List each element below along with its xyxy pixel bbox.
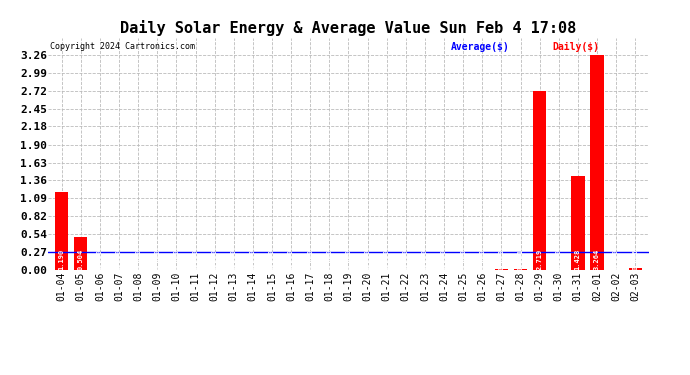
Text: 0.021: 0.021: [518, 248, 524, 270]
Bar: [590, 55, 604, 270]
Text: 0.000: 0.000: [288, 248, 294, 270]
Bar: [495, 269, 508, 270]
Text: 0.000: 0.000: [155, 248, 160, 270]
Text: 0.000: 0.000: [460, 248, 466, 270]
Title: Daily Solar Energy & Average Value Sun Feb 4 17:08: Daily Solar Energy & Average Value Sun F…: [120, 20, 577, 36]
Text: Daily($): Daily($): [553, 42, 600, 52]
Text: Average($): Average($): [451, 42, 509, 52]
Text: 2.719: 2.719: [537, 248, 542, 270]
Bar: [74, 237, 88, 270]
Text: 0.036: 0.036: [632, 248, 638, 270]
Text: 1.428: 1.428: [575, 248, 581, 270]
Text: 0.000: 0.000: [250, 248, 256, 270]
Bar: [533, 91, 546, 270]
Bar: [55, 192, 68, 270]
Text: 3.264: 3.264: [594, 248, 600, 270]
Text: 0.000: 0.000: [97, 248, 103, 270]
Text: 0.000: 0.000: [307, 248, 313, 270]
Text: 0.000: 0.000: [212, 248, 217, 270]
Text: 0.013: 0.013: [498, 248, 504, 270]
Text: Copyright 2024 Cartronics.com: Copyright 2024 Cartronics.com: [50, 42, 195, 51]
Text: 0.000: 0.000: [346, 248, 351, 270]
Text: 0.000: 0.000: [173, 248, 179, 270]
Bar: [571, 176, 584, 270]
Text: 0.000: 0.000: [230, 248, 237, 270]
Bar: [514, 268, 527, 270]
Text: 0.000: 0.000: [364, 248, 371, 270]
Text: 0.504: 0.504: [78, 248, 83, 270]
Text: 0.000: 0.000: [384, 248, 390, 270]
Text: 0.000: 0.000: [613, 248, 619, 270]
Text: 0.000: 0.000: [269, 248, 275, 270]
Bar: [629, 268, 642, 270]
Text: 1.190: 1.190: [59, 248, 65, 270]
Text: 0.000: 0.000: [441, 248, 447, 270]
Text: 0.000: 0.000: [116, 248, 122, 270]
Text: 0.000: 0.000: [403, 248, 408, 270]
Text: 0.000: 0.000: [193, 248, 199, 270]
Text: 0.000: 0.000: [326, 248, 333, 270]
Text: 0.000: 0.000: [480, 248, 485, 270]
Text: 0.000: 0.000: [555, 248, 562, 270]
Text: 0.000: 0.000: [135, 248, 141, 270]
Text: 0.000: 0.000: [422, 248, 428, 270]
